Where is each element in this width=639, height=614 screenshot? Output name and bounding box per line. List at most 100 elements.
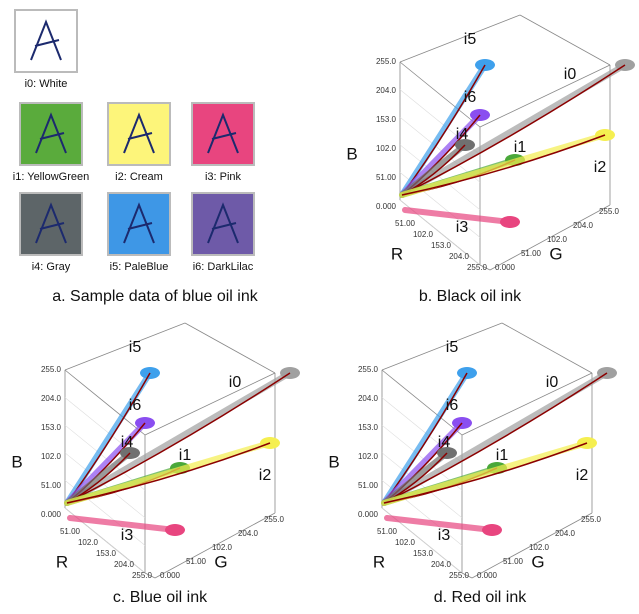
b-tick-label: 204.0 (41, 394, 62, 403)
cluster-cloud (399, 132, 608, 198)
cluster-cloud (402, 207, 513, 225)
swatch-label: i4: Gray (32, 261, 71, 273)
swatch-label: i1: YellowGreen (13, 171, 89, 183)
r-tick-label: 51.00 (377, 527, 398, 536)
g-tick-label: 255.0 (581, 515, 602, 524)
letter-a (35, 112, 67, 154)
plot: 0.000 51.00 102.0 153.0 204.0 255.0 51.00 102.0… (11, 322, 300, 580)
axis-frame (399, 14, 521, 63)
fit-curve (66, 442, 271, 504)
b-tick-label: 255.0 (376, 57, 397, 66)
axis-frame (471, 512, 593, 579)
b-tick-label: 0.000 (358, 510, 379, 519)
cluster-cloud (381, 370, 470, 506)
fit-curve (401, 134, 606, 196)
axis-frame (489, 204, 611, 271)
axis-frame (184, 322, 276, 374)
r-tick-label: 51.00 (395, 219, 416, 228)
b-tick-label: 204.0 (358, 394, 379, 403)
b-tick-label: 51.00 (376, 173, 397, 182)
g-tick-label: 0.000 (495, 263, 516, 272)
g-tick-label: 0.000 (160, 571, 181, 580)
plot: 0.000 51.00 102.0 153.0 204.0 255.0 51.00 102.0… (328, 322, 617, 580)
r-tick-label: 153.0 (431, 241, 452, 250)
axis-frame (381, 322, 503, 371)
letter-a (30, 19, 62, 61)
cluster-cloud (399, 62, 488, 198)
b-tick-label: 51.00 (358, 481, 379, 490)
axis-frame (501, 322, 593, 374)
fit-curve (401, 64, 626, 196)
grid-line (64, 424, 146, 491)
b-tick-label: 153.0 (41, 423, 62, 432)
cluster-label: i5 (464, 31, 477, 48)
axis-frame (461, 372, 593, 436)
caption: b. Black oil ink (419, 288, 522, 305)
r-tick-label: 51.00 (60, 527, 81, 536)
b-tick-label: 153.0 (376, 115, 397, 124)
grid-line (381, 424, 463, 491)
r-tick-label: 102.0 (413, 230, 434, 239)
letter-a (123, 112, 155, 154)
cluster-label: i5 (446, 339, 459, 356)
cluster-label: i0 (229, 374, 242, 391)
fit-curve (66, 372, 291, 504)
axis-label: R (373, 552, 385, 571)
cluster-label: i6 (464, 89, 477, 106)
axis-label: G (549, 244, 562, 263)
cluster-label: i4 (121, 434, 134, 451)
fit-curve (383, 372, 608, 504)
cluster-label: i1 (514, 139, 527, 156)
g-tick-label: 204.0 (238, 529, 259, 538)
axis-frame (461, 572, 473, 579)
cluster-cloud (64, 370, 153, 506)
cluster-cloud (381, 450, 450, 506)
r-tick-label: 204.0 (431, 560, 452, 569)
cluster-label: i6 (446, 397, 459, 414)
cluster-cloud (64, 370, 293, 506)
caption: a. Sample data of blue oil ink (52, 288, 258, 305)
axis-frame (64, 322, 186, 371)
cluster-head (482, 524, 502, 536)
cluster-cloud (64, 450, 133, 506)
r-tick-label: 255.0 (132, 571, 153, 580)
cluster-cloud (67, 515, 178, 533)
axis-label: G (531, 552, 544, 571)
g-tick-label: 102.0 (547, 235, 568, 244)
g-tick-label: 51.00 (186, 557, 207, 566)
cluster-label: i1 (496, 447, 509, 464)
cluster-label: i3 (456, 219, 469, 236)
swatch-label: i0: White (25, 78, 68, 90)
swatch-label: i6: DarkLilac (193, 261, 254, 273)
swatch-label: i3: Pink (205, 171, 242, 183)
axis-frame (381, 369, 463, 436)
g-tick-label: 51.00 (521, 249, 542, 258)
b-tick-label: 0.000 (376, 202, 397, 211)
cluster-label: i3 (438, 527, 451, 544)
axis-frame (479, 264, 491, 271)
axis-frame (154, 512, 276, 579)
b-tick-label: 153.0 (358, 423, 379, 432)
r-tick-label: 255.0 (467, 263, 488, 272)
r-tick-label: 153.0 (413, 549, 434, 558)
cluster-cloud (64, 440, 273, 506)
cluster-label: i1 (179, 447, 192, 464)
r-tick-label: 102.0 (395, 538, 416, 547)
grid-line (64, 452, 146, 519)
cluster-cloud (384, 515, 495, 533)
cluster-cloud (399, 142, 468, 198)
caption: d. Red oil ink (434, 589, 527, 606)
b-tick-label: 255.0 (358, 365, 379, 374)
axis-frame (479, 64, 611, 128)
r-tick-label: 102.0 (78, 538, 99, 547)
axis-label: B (346, 144, 357, 163)
g-tick-label: 102.0 (212, 543, 233, 552)
b-tick-label: 255.0 (41, 365, 62, 374)
cluster-label: i0 (546, 374, 559, 391)
b-tick-label: 204.0 (376, 86, 397, 95)
g-tick-label: 102.0 (529, 543, 550, 552)
plot: 0.000 51.00 102.0 153.0 204.0 255.0 51.00 102.0… (346, 14, 635, 272)
g-tick-label: 51.00 (503, 557, 524, 566)
r-tick-label: 204.0 (449, 252, 470, 261)
b-tick-label: 0.000 (41, 510, 62, 519)
